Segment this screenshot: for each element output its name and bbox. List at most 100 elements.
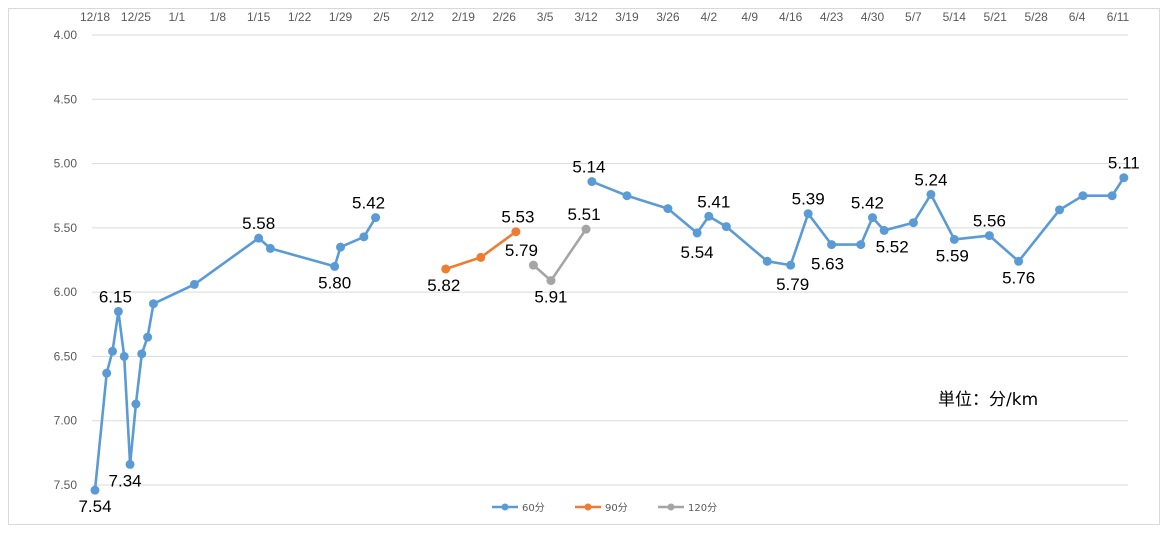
data-point (441, 264, 451, 274)
y-tick-label: 7.00 (54, 414, 78, 428)
data-point (926, 189, 936, 199)
x-tick-label: 5/7 (905, 10, 922, 24)
data-point (476, 252, 486, 262)
data-point (803, 209, 813, 219)
data-label: 5.54 (681, 243, 714, 262)
data-label: 5.39 (792, 190, 825, 209)
x-tick-label: 12/18 (80, 10, 110, 24)
x-tick-label: 4/30 (861, 10, 885, 24)
data-point (359, 232, 369, 242)
legend-label: 90分 (605, 502, 628, 514)
data-label: 5.79 (776, 275, 809, 294)
x-tick-label: 5/28 (1024, 10, 1048, 24)
data-point (663, 204, 673, 214)
data-label: 5.51 (567, 205, 600, 224)
data-point (148, 299, 158, 309)
x-tick-label: 1/8 (209, 10, 226, 24)
data-point (867, 213, 877, 223)
data-point (908, 218, 918, 228)
data-point (1107, 191, 1117, 201)
x-tick-label: 6/11 (1107, 10, 1130, 24)
x-tick-label: 3/19 (615, 10, 639, 24)
x-tick-label: 4/23 (820, 10, 844, 24)
series-line-0 (591, 176, 1125, 267)
data-label: 5.42 (352, 194, 385, 213)
data-label: 7.54 (78, 497, 111, 516)
data-point (581, 224, 591, 234)
x-tick-label: 4/2 (700, 10, 717, 24)
data-point (108, 346, 118, 356)
data-point (587, 177, 597, 187)
data-point (131, 399, 141, 409)
data-point (113, 306, 123, 316)
data-label: 5.79 (505, 241, 538, 260)
data-point (189, 279, 199, 289)
x-tick-label: 3/26 (656, 10, 680, 24)
x-tick-label: 12/25 (121, 10, 151, 24)
legend-label: 60分 (522, 502, 545, 514)
data-point (1014, 256, 1024, 266)
data-label: 5.53 (501, 208, 534, 227)
data-point (762, 256, 772, 266)
legend-label: 120分 (688, 502, 717, 514)
data-point (879, 225, 889, 235)
y-tick-label: 5.00 (54, 157, 78, 171)
legend-marker (501, 503, 509, 511)
data-point (528, 260, 538, 270)
data-point (984, 231, 994, 241)
series-line-2 (532, 228, 588, 282)
data-point (622, 191, 632, 201)
data-label: 6.15 (99, 287, 132, 306)
data-label: 5.11 (1108, 154, 1140, 173)
x-tick-label: 1/22 (288, 10, 312, 24)
x-tick-label: 4/16 (779, 10, 803, 24)
data-label: 5.58 (242, 214, 275, 233)
x-tick-label: 3/12 (574, 10, 598, 24)
data-point (692, 228, 702, 238)
data-point (704, 211, 714, 221)
unit-annotation: 単位：分/km (938, 390, 1038, 410)
data-point (786, 260, 796, 270)
y-tick-label: 6.50 (54, 349, 78, 363)
data-label: 7.34 (109, 471, 142, 490)
data-point (546, 276, 556, 286)
x-tick-label: 1/1 (168, 10, 185, 24)
x-tick-label: 4/9 (741, 10, 758, 24)
y-tick-label: 5.50 (54, 221, 78, 235)
data-label: 5.14 (572, 158, 605, 177)
x-tick-label: 6/4 (1069, 10, 1086, 24)
x-tick-label: 5/21 (984, 10, 1008, 24)
y-tick-label: 6.00 (54, 285, 78, 299)
data-label: 5.52 (876, 237, 909, 256)
data-label: 5.41 (697, 192, 730, 211)
data-point (1055, 205, 1065, 215)
data-point (1119, 173, 1129, 183)
data-label: 5.56 (973, 212, 1006, 231)
data-point (856, 240, 866, 250)
chart-frame (8, 8, 1160, 525)
data-label: 5.76 (1002, 268, 1035, 287)
data-point (330, 261, 340, 271)
data-point (119, 351, 129, 361)
data-point (371, 213, 381, 223)
legend-marker (584, 503, 592, 511)
data-point (336, 242, 346, 252)
data-label: 5.63 (811, 255, 844, 274)
data-label: 5.59 (936, 246, 969, 265)
y-tick-label: 4.00 (54, 28, 78, 42)
data-point (1078, 191, 1088, 201)
data-point (827, 240, 837, 250)
data-point (949, 234, 959, 244)
x-tick-label: 2/12 (411, 10, 435, 24)
x-tick-label: 2/26 (493, 10, 517, 24)
x-tick-label: 3/5 (537, 10, 554, 24)
data-point (90, 485, 100, 495)
data-point (143, 332, 153, 342)
data-label: 5.42 (851, 194, 884, 213)
data-label: 5.80 (318, 273, 351, 292)
series-line-0 (93, 216, 377, 491)
legend-marker (667, 503, 675, 511)
y-tick-label: 4.50 (54, 92, 78, 106)
data-point (265, 243, 275, 253)
